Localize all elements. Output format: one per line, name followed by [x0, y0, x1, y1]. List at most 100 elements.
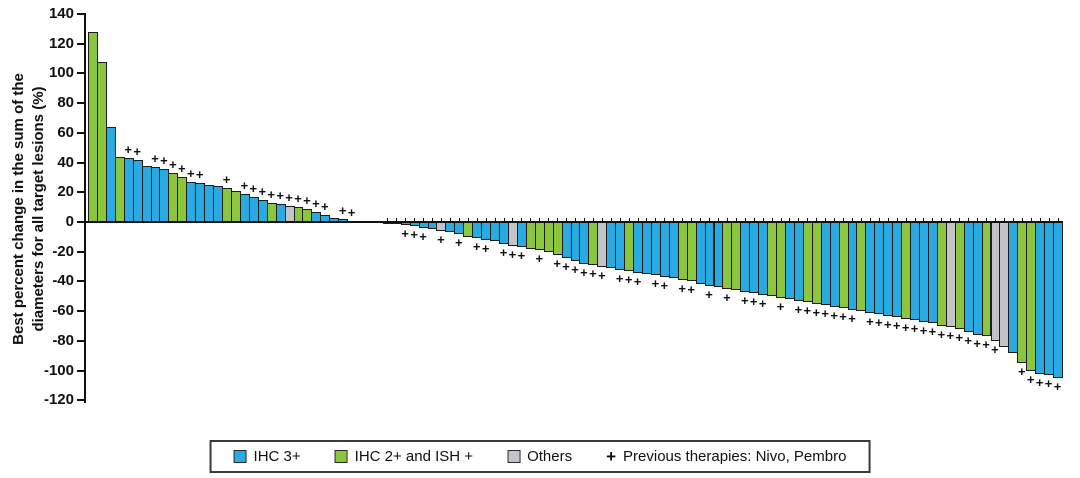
plus-marker: +	[580, 264, 588, 280]
baseline-tick	[637, 218, 639, 222]
baseline-tick	[503, 218, 505, 222]
baseline-tick	[557, 218, 559, 222]
plus-marker: +	[508, 246, 517, 262]
plus-marker: +	[535, 251, 544, 267]
baseline-tick	[494, 218, 496, 222]
baseline-tick	[1057, 218, 1059, 222]
baseline-tick	[905, 218, 907, 222]
zero-baseline	[84, 221, 1063, 223]
plus-marker: +	[892, 318, 901, 334]
baseline-tick	[619, 218, 621, 222]
y-axis-tick	[77, 72, 84, 75]
y-axis-tick	[77, 102, 84, 105]
baseline-tick	[771, 218, 773, 222]
baseline-tick	[986, 218, 988, 222]
plus-marker: +	[222, 171, 231, 187]
plus-marker: +	[928, 324, 937, 340]
baseline-tick	[1048, 218, 1050, 222]
baseline-tick	[869, 218, 871, 222]
plus-marker: +	[866, 313, 874, 329]
baseline-tick	[485, 218, 487, 222]
plus-marker: +	[240, 177, 249, 193]
y-axis-tick-label: 80	[57, 94, 74, 112]
baseline-tick	[1003, 218, 1005, 222]
plus-marker: +	[964, 332, 972, 348]
baseline-tick	[798, 218, 800, 222]
y-axis-tick	[77, 42, 84, 45]
plus-marker: +	[195, 167, 204, 183]
plus-marker-icon: +	[606, 447, 617, 466]
y-axis-tick-label: -100	[43, 361, 74, 379]
y-axis-tick	[77, 310, 84, 313]
plus-marker: +	[848, 310, 856, 326]
y-axis-tick-label: 120	[48, 34, 74, 52]
plus-marker: +	[499, 245, 508, 261]
plus-marker: +	[1026, 371, 1035, 387]
y-axis-tick-label: 20	[57, 183, 74, 201]
baseline-tick	[914, 218, 916, 222]
legend-item-others: Others	[507, 448, 572, 465]
baseline-tick	[843, 218, 845, 222]
baseline-tick	[583, 218, 585, 222]
baseline-tick	[610, 218, 612, 222]
baseline-tick	[860, 218, 862, 222]
baseline-tick	[1039, 218, 1041, 222]
y-axis-tick	[77, 339, 84, 342]
plus-marker: +	[812, 304, 821, 320]
baseline-tick	[780, 218, 782, 222]
baseline-tick	[646, 218, 648, 222]
baseline-tick	[1012, 218, 1014, 222]
baseline-tick	[476, 218, 478, 222]
plus-marker: +	[651, 276, 660, 292]
y-axis-tick-label: -80	[52, 331, 74, 349]
baseline-tick	[575, 218, 576, 222]
plus-marker: +	[937, 326, 946, 342]
y-axis-tick-label: 40	[57, 153, 74, 171]
legend-item-ihc2-ish-swatch	[334, 450, 348, 463]
plus-marker: +	[1035, 374, 1044, 390]
baseline-tick	[530, 218, 532, 222]
bar	[1053, 222, 1063, 378]
plus-marker: +	[133, 143, 141, 159]
baseline-tick	[458, 218, 460, 222]
plus-marker: +	[169, 156, 177, 172]
baseline-tick	[816, 218, 818, 222]
plus-marker: +	[633, 273, 642, 289]
baseline-tick	[789, 218, 791, 222]
baseline-tick	[994, 218, 996, 222]
plus-marker: +	[321, 198, 329, 214]
plus-marker: +	[740, 292, 749, 308]
plus-marker: +	[312, 195, 320, 211]
plus-marker: +	[1053, 378, 1062, 394]
baseline-tick	[968, 218, 970, 222]
baseline-tick	[1030, 218, 1032, 222]
legend-item-previous-therapies-label: Previous therapies: Nivo, Pembro	[623, 448, 847, 465]
baseline-tick	[414, 218, 416, 222]
baseline-tick	[709, 218, 711, 222]
baseline-tick	[700, 218, 702, 222]
plus-marker: +	[660, 277, 669, 293]
plus-marker: +	[794, 301, 803, 317]
plus-marker: +	[151, 151, 159, 167]
plus-marker: +	[267, 186, 275, 202]
baseline-tick	[691, 218, 693, 222]
plus-marker: +	[598, 267, 606, 283]
plus-marker: +	[946, 328, 955, 344]
plus-marker: +	[955, 329, 964, 345]
plus-marker: +	[338, 203, 347, 219]
plus-marker: +	[678, 280, 687, 296]
plus-marker: +	[401, 225, 410, 241]
y-axis-tick	[77, 161, 84, 164]
plus-marker: +	[875, 315, 883, 331]
plus-marker: +	[883, 316, 892, 332]
baseline-tick	[977, 218, 979, 222]
plus-marker: +	[258, 183, 267, 199]
baseline-tick	[852, 218, 853, 222]
plus-marker: +	[124, 142, 132, 158]
baseline-tick	[655, 218, 657, 222]
y-axis-tick-label: -40	[52, 272, 74, 290]
baseline-tick	[726, 218, 728, 222]
legend-item-others-label: Others	[527, 448, 573, 465]
y-axis-tick	[77, 250, 84, 253]
